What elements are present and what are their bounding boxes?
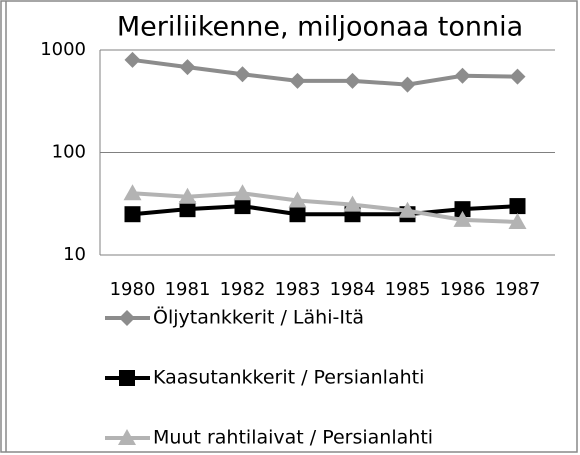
data-point xyxy=(288,191,307,208)
data-point xyxy=(179,201,196,218)
x-tick-label: 1981 xyxy=(165,279,211,300)
legend-label: Öljytankkerit / Lähi-Itä xyxy=(153,306,364,329)
data-point xyxy=(124,51,141,68)
x-tick-label: 1984 xyxy=(330,279,376,300)
y-tick-label: 1000 xyxy=(40,39,86,60)
x-tick-label: 1985 xyxy=(385,279,431,300)
legend-marker xyxy=(118,429,136,445)
x-tick-label: 1982 xyxy=(220,279,266,300)
data-point xyxy=(454,201,471,218)
data-point xyxy=(123,184,142,201)
y-tick-label: 100 xyxy=(52,142,86,163)
x-tick-label: 1986 xyxy=(440,279,486,300)
y-tick-label: 10 xyxy=(63,244,86,265)
data-point xyxy=(289,206,306,223)
data-point xyxy=(508,212,527,229)
data-point xyxy=(454,67,471,84)
legend-marker xyxy=(119,310,135,326)
data-point xyxy=(453,210,472,227)
data-point xyxy=(234,198,251,215)
x-tick-label: 1980 xyxy=(110,279,156,300)
data-point xyxy=(509,198,526,215)
series-line xyxy=(132,204,518,217)
data-point xyxy=(289,72,306,89)
legend-marker xyxy=(119,370,135,386)
series-line xyxy=(132,191,518,224)
data-point xyxy=(233,184,252,201)
legend-label: Kaasutankkerit / Persianlahti xyxy=(153,367,424,389)
series-line xyxy=(132,57,518,87)
data-point xyxy=(234,66,251,83)
data-point xyxy=(399,76,416,93)
data-point xyxy=(343,195,362,212)
chart-title: Meriliikenne, miljoonaa tonnia xyxy=(117,12,523,43)
data-point xyxy=(178,187,197,204)
data-point xyxy=(179,59,196,76)
x-tick-label: 1983 xyxy=(275,279,321,300)
data-point xyxy=(509,68,526,85)
data-point xyxy=(398,201,417,218)
data-point xyxy=(124,206,141,223)
legend-label: Muut rahtilaivat / Persianlahti xyxy=(153,427,433,449)
x-tick-label: 1987 xyxy=(495,279,541,300)
data-point xyxy=(344,72,361,89)
